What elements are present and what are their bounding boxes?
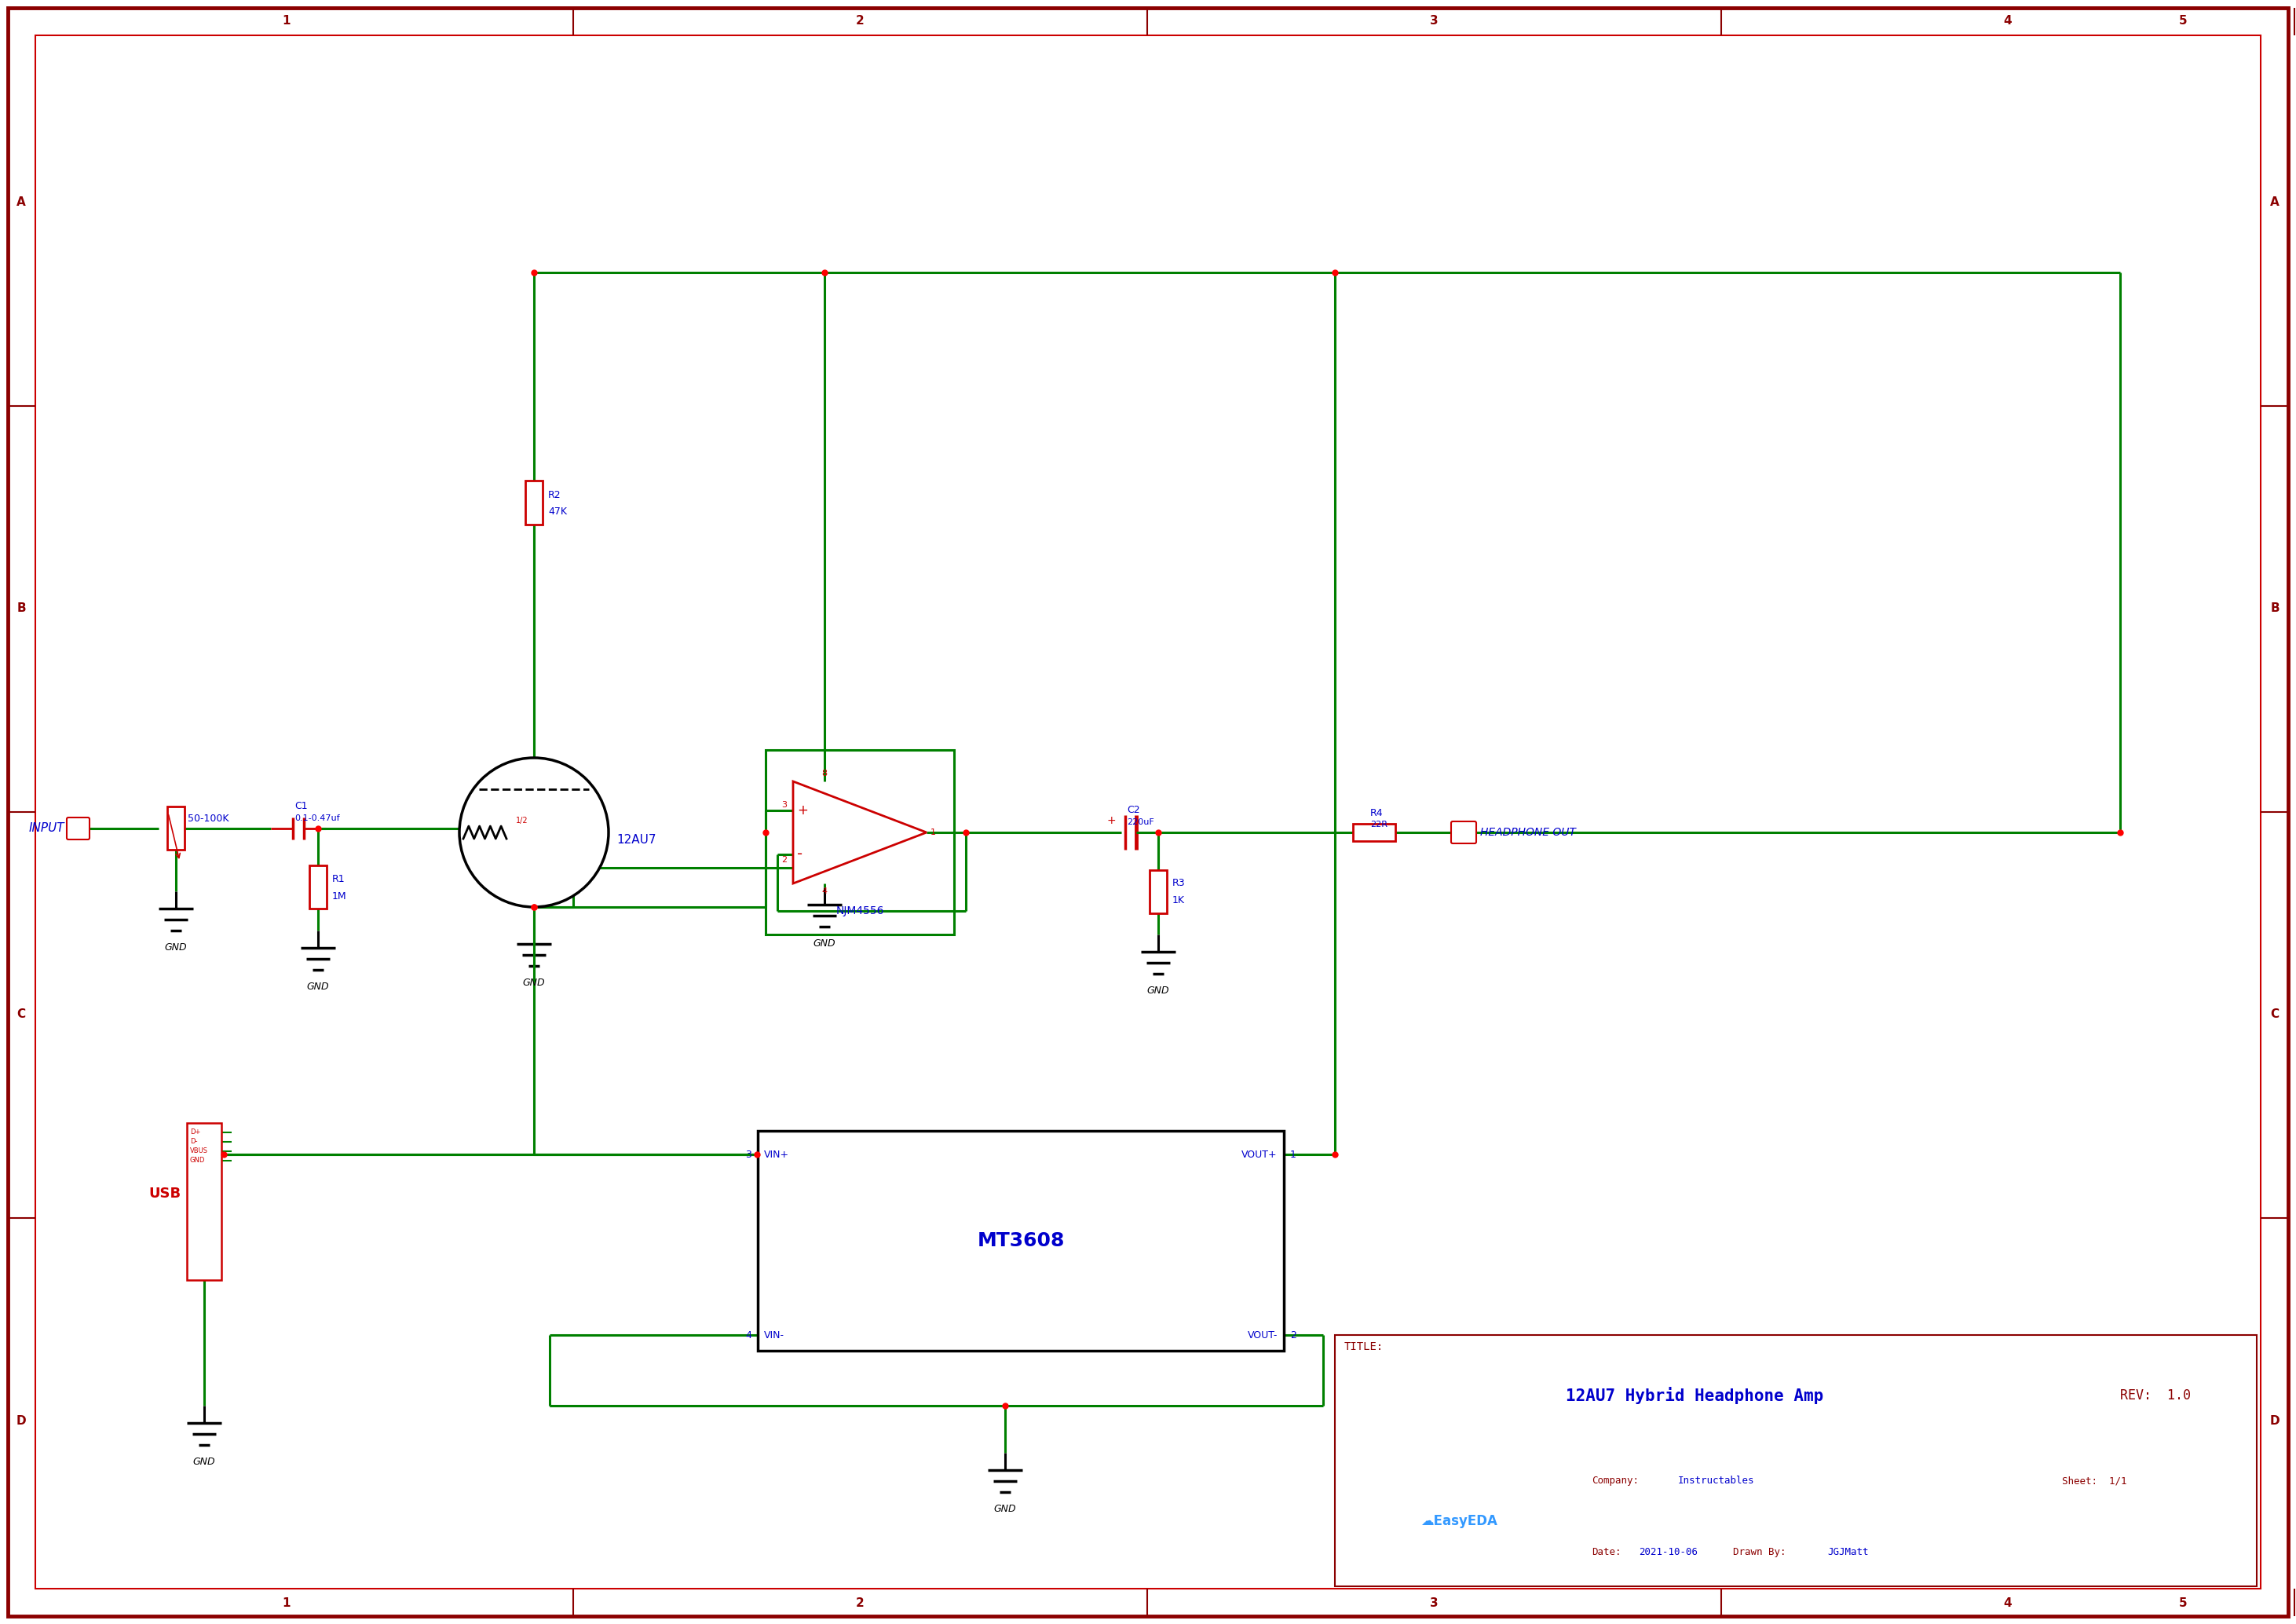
Text: 1: 1	[930, 828, 937, 836]
Bar	[526, 481, 542, 525]
Text: ☁EasyEDA: ☁EasyEDA	[1421, 1514, 1497, 1528]
Text: 1K: 1K	[1173, 895, 1185, 906]
Text: VOUT-: VOUT-	[1247, 1330, 1277, 1340]
Text: 2: 2	[856, 1596, 863, 1609]
Text: INPUT: INPUT	[28, 823, 64, 835]
Text: R2: R2	[549, 489, 560, 500]
Text: VBUS: VBUS	[191, 1148, 209, 1155]
Text: 4: 4	[2004, 15, 2011, 28]
Bar	[1352, 823, 1396, 841]
Text: 5: 5	[2179, 15, 2188, 28]
Text: VIN-: VIN-	[765, 1330, 785, 1340]
Text: 2: 2	[1290, 1330, 1297, 1340]
Text: 47K: 47K	[549, 507, 567, 516]
Text: 1: 1	[1290, 1150, 1297, 1160]
Text: R1: R1	[333, 874, 344, 885]
Text: +: +	[797, 804, 808, 817]
Text: Date:: Date:	[1591, 1548, 1621, 1557]
Bar	[168, 807, 184, 849]
Text: 5: 5	[2179, 1596, 2188, 1609]
Text: 4: 4	[746, 1330, 751, 1340]
Text: 12AU7 Hybrid Headphone Amp: 12AU7 Hybrid Headphone Amp	[1566, 1387, 1823, 1405]
Text: 4: 4	[2004, 1596, 2011, 1609]
Bar	[758, 1130, 1283, 1351]
Text: 3: 3	[746, 1150, 751, 1160]
Text: C: C	[2271, 1009, 2280, 1020]
Text: C2: C2	[1127, 806, 1139, 815]
Text: HEADPHONE OUT: HEADPHONE OUT	[1481, 827, 1575, 838]
Text: 1M: 1M	[333, 892, 347, 901]
Text: B: B	[16, 603, 25, 614]
Text: 50-100K: 50-100K	[188, 814, 230, 823]
Text: 12AU7: 12AU7	[615, 835, 657, 846]
Text: GND: GND	[308, 981, 328, 992]
Text: 2: 2	[856, 15, 863, 28]
Text: 3: 3	[1430, 15, 1437, 28]
Text: REV:  1.0: REV: 1.0	[2119, 1389, 2190, 1403]
Text: GND: GND	[165, 942, 188, 953]
Text: 22R: 22R	[1371, 820, 1387, 828]
Text: VOUT+: VOUT+	[1242, 1150, 1277, 1160]
Text: TITLE:: TITLE:	[1343, 1341, 1384, 1353]
Text: MT3608: MT3608	[978, 1231, 1065, 1250]
Text: 1/2: 1/2	[517, 817, 528, 825]
Text: VIN+: VIN+	[765, 1150, 790, 1160]
Bar	[765, 750, 955, 934]
Text: R3: R3	[1173, 879, 1185, 888]
Text: 3: 3	[781, 801, 788, 809]
Text: D+: D+	[191, 1129, 200, 1135]
Text: B: B	[2271, 603, 2280, 614]
Text: Company:: Company:	[1591, 1476, 1639, 1486]
Text: R4: R4	[1371, 809, 1382, 818]
Text: GND: GND	[193, 1457, 216, 1466]
Text: -: -	[797, 848, 804, 862]
Text: Instructables: Instructables	[1678, 1476, 1754, 1486]
Text: GND: GND	[1148, 986, 1169, 996]
Polygon shape	[792, 781, 928, 883]
Bar	[1150, 870, 1166, 913]
Text: GND: GND	[191, 1158, 204, 1164]
Text: USB: USB	[149, 1187, 181, 1200]
Text: Drawn By:: Drawn By:	[1733, 1548, 1786, 1557]
Text: 0.1-0.47uf: 0.1-0.47uf	[294, 814, 340, 822]
Text: C1: C1	[294, 801, 308, 812]
Text: GND: GND	[994, 1504, 1017, 1514]
Text: 1: 1	[282, 1596, 292, 1609]
Text: NJM4556: NJM4556	[836, 906, 884, 916]
Text: GND: GND	[813, 939, 836, 948]
Bar	[186, 1122, 220, 1280]
Text: A: A	[16, 197, 25, 208]
FancyBboxPatch shape	[1451, 822, 1476, 843]
Bar	[310, 866, 326, 909]
Text: D: D	[16, 1415, 25, 1426]
Text: 3: 3	[1430, 1596, 1437, 1609]
Text: 4: 4	[822, 887, 827, 895]
Circle shape	[459, 758, 608, 908]
Text: GND: GND	[523, 978, 544, 987]
FancyBboxPatch shape	[67, 817, 90, 840]
Text: +: +	[1107, 815, 1116, 827]
Text: 8: 8	[822, 770, 827, 778]
Text: JGJMatt: JGJMatt	[1828, 1548, 1869, 1557]
Text: 1: 1	[282, 15, 292, 28]
Text: C: C	[16, 1009, 25, 1020]
Text: 2021-10-06: 2021-10-06	[1639, 1548, 1697, 1557]
Text: Sheet:  1/1: Sheet: 1/1	[2062, 1476, 2126, 1486]
Text: D: D	[2271, 1415, 2280, 1426]
Text: 2: 2	[781, 856, 788, 864]
Text: A: A	[2271, 197, 2280, 208]
Bar	[1334, 1335, 2257, 1587]
Text: D-: D-	[191, 1138, 197, 1145]
Text: 220uF: 220uF	[1127, 818, 1155, 827]
